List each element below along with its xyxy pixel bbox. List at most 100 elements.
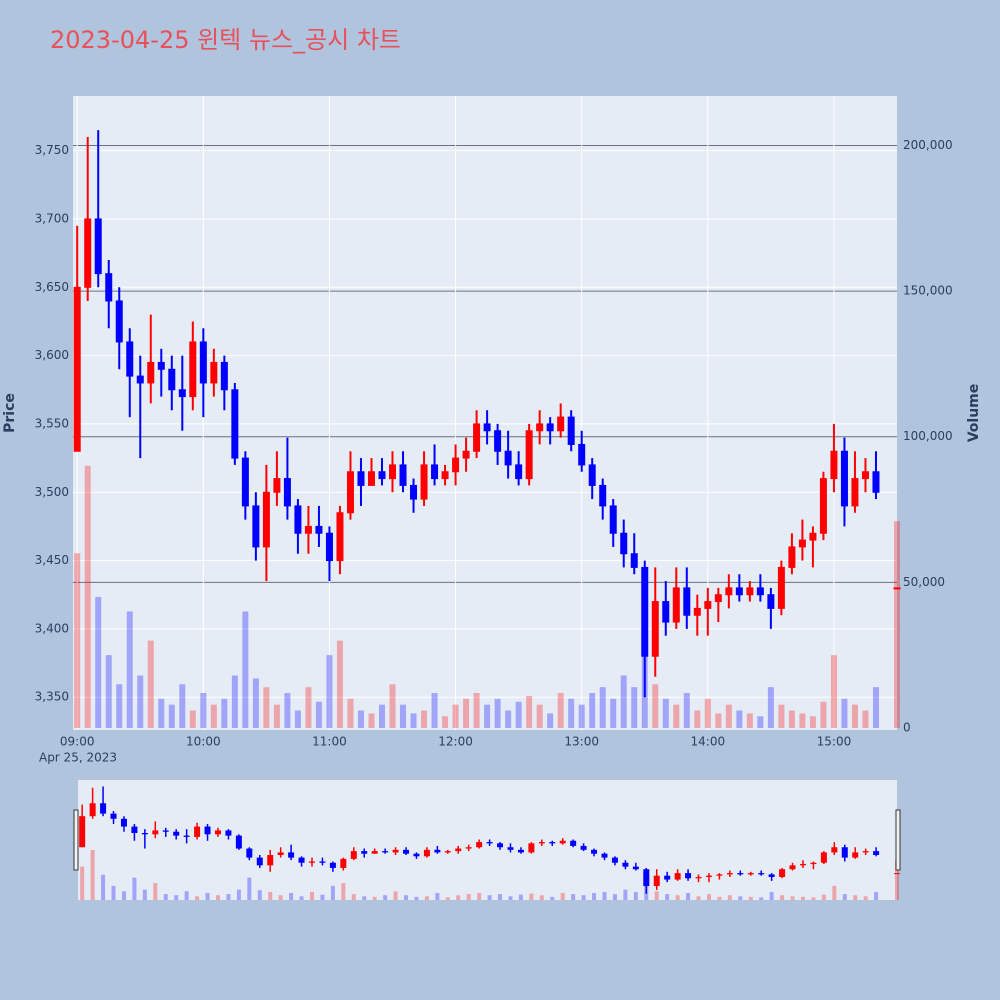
volume-bar — [484, 704, 491, 728]
candle-body — [651, 601, 659, 657]
slider-candle-body — [538, 842, 545, 844]
slider-candle-body — [120, 818, 127, 827]
volume-bar — [851, 704, 858, 728]
candle-body — [494, 430, 502, 452]
volume-bar — [410, 713, 417, 728]
candle-body — [336, 512, 344, 562]
range-slider[interactable] — [78, 780, 897, 900]
slider-volume-bar — [654, 891, 659, 900]
slider-volume-bar — [853, 895, 858, 900]
candle-body — [704, 601, 712, 609]
slider-candle-body — [789, 865, 796, 870]
candle-body — [599, 484, 607, 507]
volume-bar — [116, 684, 123, 728]
candle-body — [893, 587, 901, 590]
candle-body — [609, 505, 617, 534]
slider-volume-bar — [80, 866, 85, 900]
slider-candle-body — [173, 831, 180, 836]
slider-volume-bar — [372, 896, 377, 900]
candle-body — [809, 532, 817, 541]
slider-candle-body — [444, 851, 451, 853]
slider-volume-bar — [226, 894, 231, 900]
slider-handle[interactable] — [73, 809, 79, 871]
candle-body — [536, 423, 544, 432]
y-tick-label: 3,600 — [35, 348, 69, 362]
slider-candle-body — [100, 803, 107, 814]
volume-bar — [431, 693, 438, 728]
volume-bar — [778, 704, 785, 728]
candle-body — [157, 361, 165, 370]
volume-bar — [746, 713, 753, 728]
slider-candle-body — [246, 848, 253, 858]
slider-volume-bar — [832, 885, 837, 900]
slider-handle[interactable] — [895, 809, 901, 871]
volume-bar — [557, 693, 564, 728]
slider-volume-bar — [341, 883, 346, 900]
x-tick-label: 09:00 — [60, 735, 95, 749]
candle-body — [304, 525, 312, 534]
volume-bar — [799, 713, 806, 728]
volume-bar — [505, 710, 512, 728]
candle-body — [567, 416, 575, 445]
slider-candle-body — [89, 803, 96, 817]
volume-bar — [536, 704, 543, 728]
volume-bar — [652, 684, 659, 728]
volume-bar — [757, 716, 764, 728]
volume-bar — [252, 678, 259, 728]
slider-candle-body — [643, 869, 650, 887]
slider-volume-bar — [195, 896, 200, 900]
slider-candle-body — [622, 862, 629, 867]
candle-body — [241, 457, 249, 507]
slider-candle-body — [319, 861, 326, 863]
candle-body — [189, 341, 197, 398]
volume-bar — [200, 693, 207, 728]
candle-body — [735, 587, 743, 596]
volume-bar — [526, 695, 533, 728]
volume-bar — [578, 704, 585, 728]
volume-bar — [126, 611, 133, 728]
candle-body — [273, 478, 281, 493]
volume-bar — [662, 698, 669, 728]
slider-candle-body — [580, 845, 587, 850]
slider-volume-bar — [706, 894, 711, 900]
x-tick-label: 12:00 — [438, 735, 473, 749]
candle-body — [283, 478, 291, 507]
candle-body — [830, 450, 838, 480]
slider-candle-body — [653, 875, 660, 887]
volume-bar — [725, 704, 732, 728]
slider-candle-body — [695, 876, 702, 879]
candle-body — [378, 471, 386, 480]
y-tick-label: 3,700 — [35, 211, 69, 225]
slider-candle-body — [392, 849, 399, 853]
y2-tick-label: 150,000 — [903, 284, 953, 298]
slider-volume-bar — [362, 896, 367, 900]
slider-candle-body — [298, 857, 305, 863]
slider-volume-bar — [727, 895, 732, 900]
slider-volume-bar — [404, 895, 409, 900]
slider-candle-body — [705, 875, 712, 877]
volume-bar — [568, 698, 575, 728]
slider-volume-bar — [132, 877, 137, 900]
slider-candle-body — [810, 862, 817, 865]
x-tick-label: 15:00 — [817, 735, 852, 749]
volume-bar — [673, 704, 680, 728]
slider-volume-bar — [351, 894, 356, 900]
slider-volume-bar — [821, 894, 826, 900]
volume-bar — [179, 684, 186, 728]
slider-candle-body — [131, 826, 138, 834]
slider-candle-body — [371, 851, 378, 854]
slider-candle-body — [716, 874, 723, 876]
slider-candle-body — [497, 843, 504, 848]
slider-volume-bar — [383, 895, 388, 900]
slider-volume-bar — [623, 889, 628, 900]
volume-bar — [809, 716, 816, 728]
slider-volume-bar — [414, 896, 419, 900]
volume-bar — [452, 704, 459, 728]
candle-body — [431, 464, 439, 480]
candle-body — [315, 525, 323, 534]
slider-volume-bar — [686, 892, 691, 900]
volume-bar — [74, 553, 81, 728]
slider-candle-body — [194, 826, 201, 837]
slider-candle-body — [799, 864, 806, 866]
volume-bar — [284, 693, 291, 728]
